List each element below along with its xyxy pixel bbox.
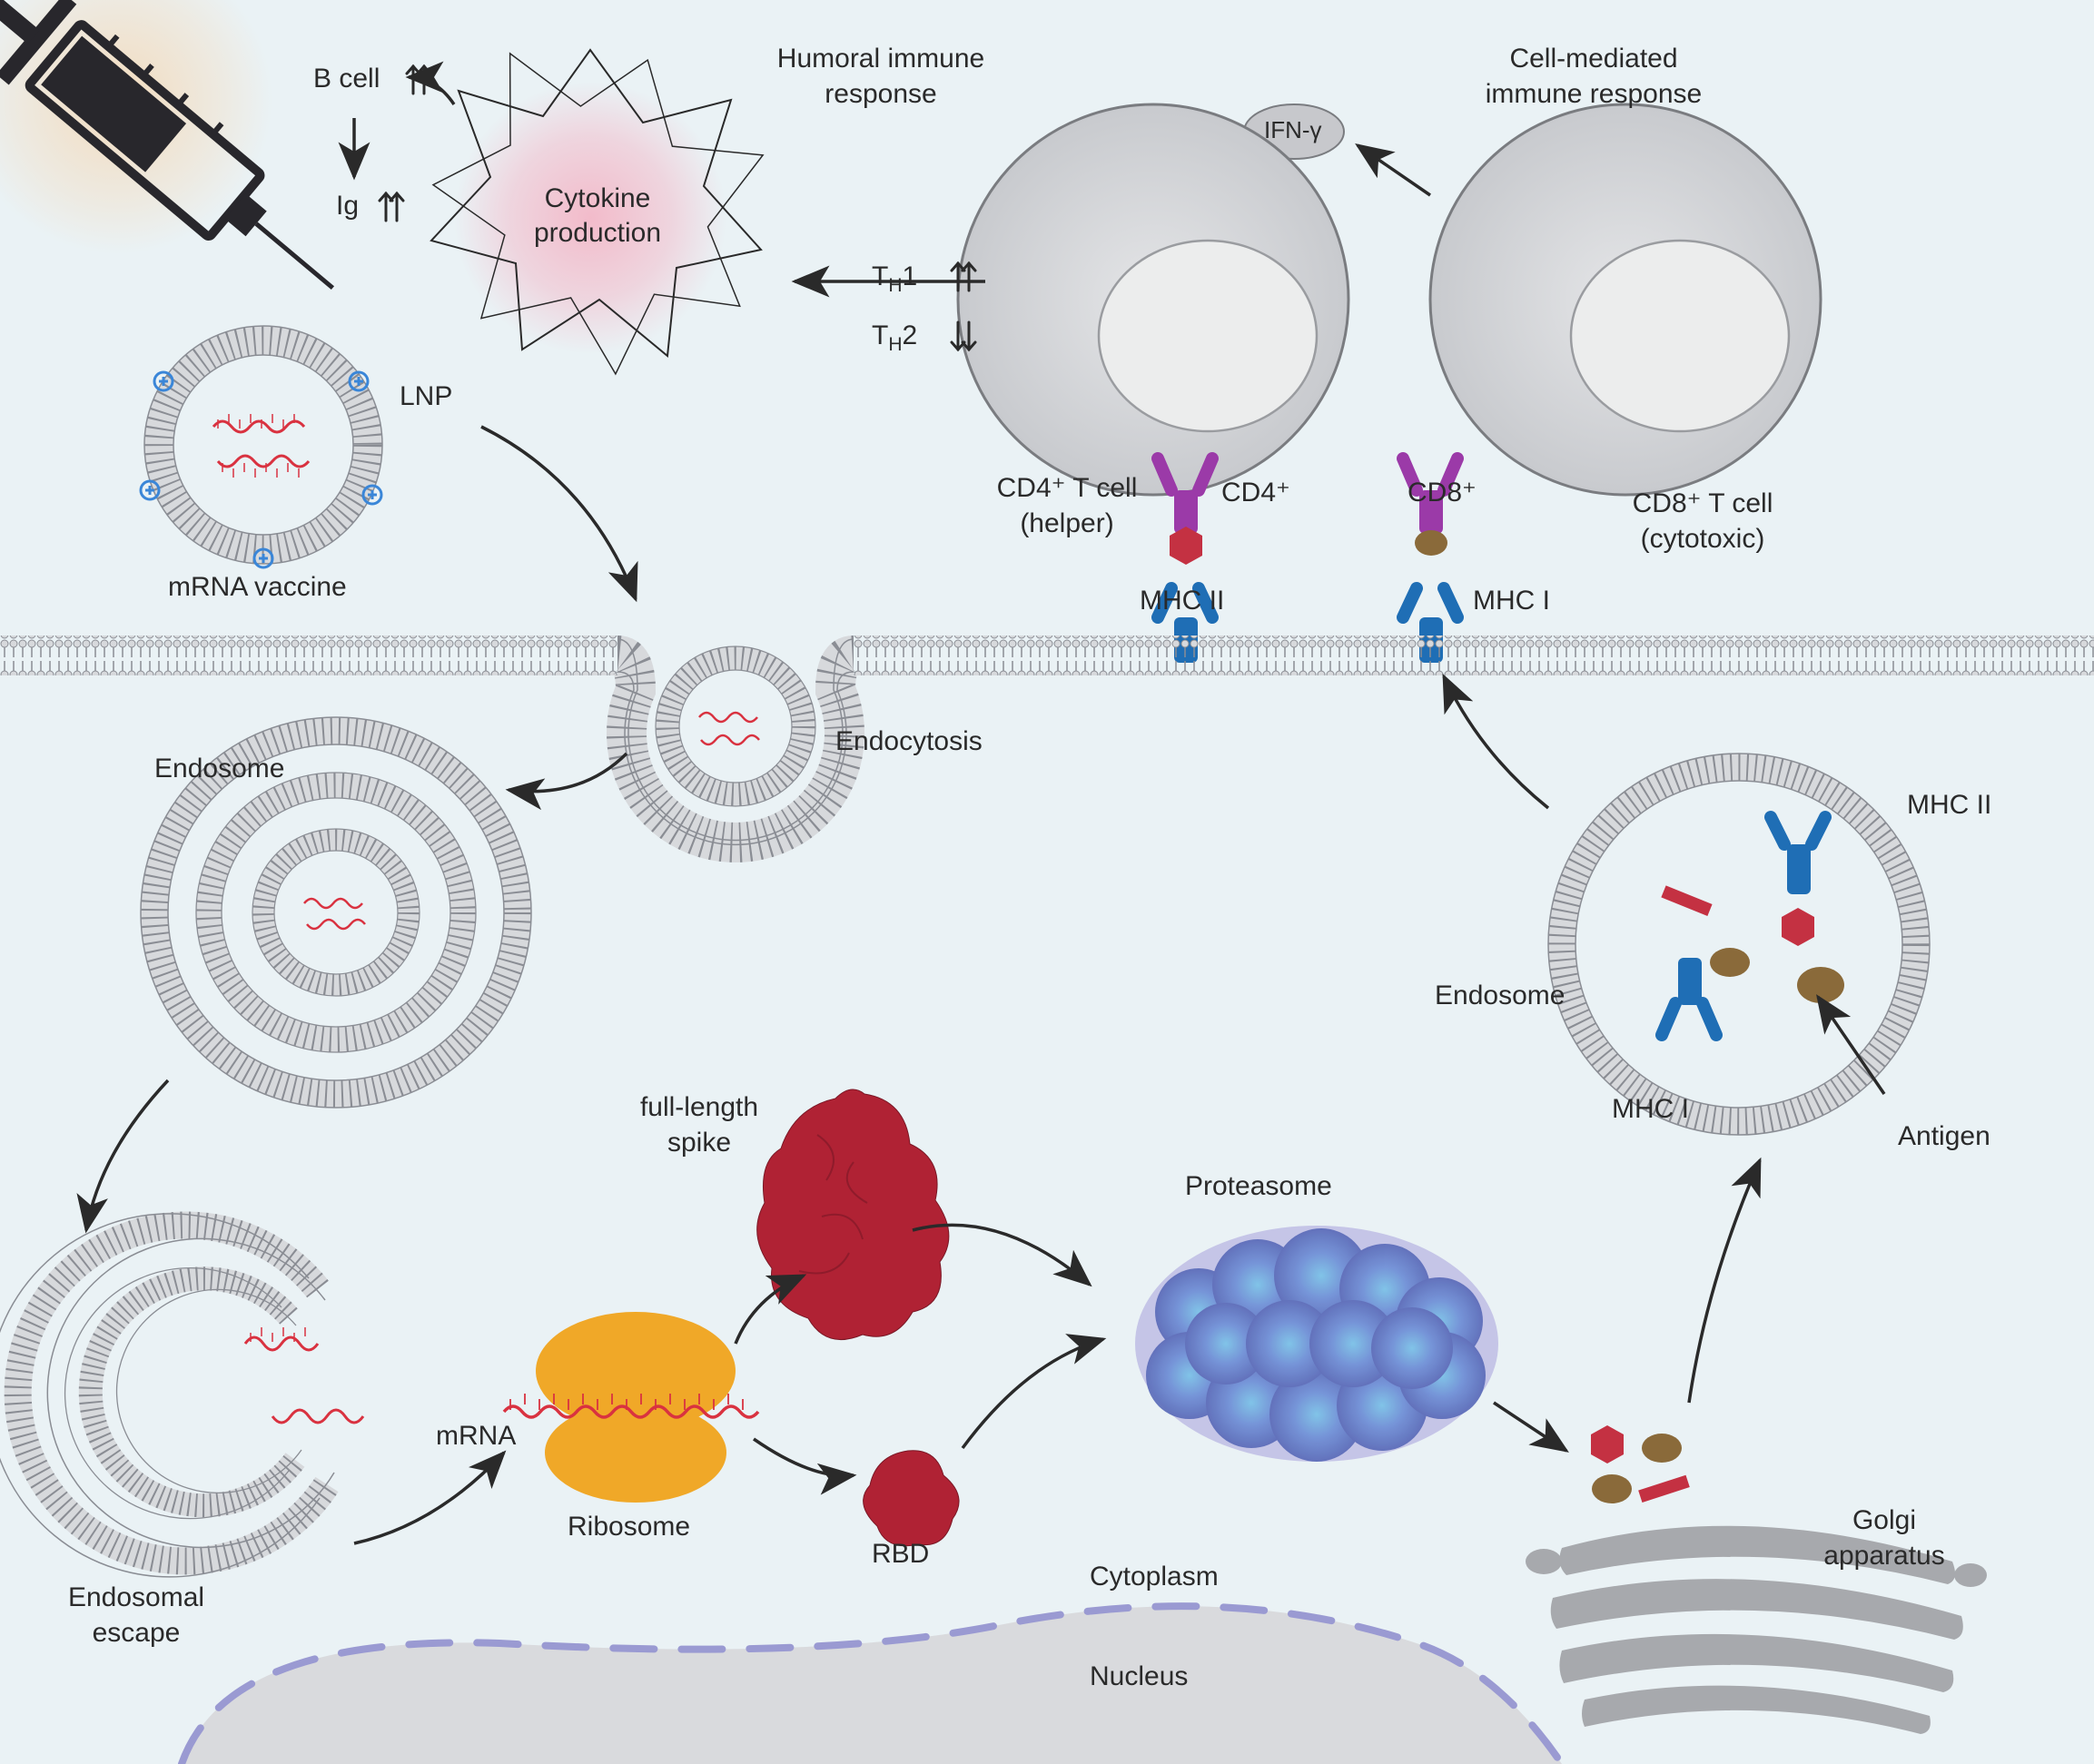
- cd4-t-cell: [958, 104, 1348, 495]
- lnp-vesicle: [141, 326, 382, 567]
- label-ifn: IFN-γ: [1264, 116, 1322, 144]
- label-nucleus: Nucleus: [1090, 1661, 1188, 1692]
- label-cd4: CD4⁺: [1221, 477, 1290, 508]
- label-cd8-cell: CD8⁺ T cell (cytotoxic): [1594, 486, 1812, 557]
- label-cd4-cell: CD4⁺ T cell (helper): [972, 470, 1162, 541]
- label-endosome: Endosome: [154, 754, 284, 784]
- endosomal-escape: [0, 1214, 363, 1577]
- label-ig: Ig: [336, 191, 359, 222]
- label-th1: TH1: [872, 261, 917, 297]
- nucleus: [182, 1606, 1562, 1764]
- label-rbd: RBD: [872, 1539, 929, 1570]
- label-mhc2b: MHC II: [1907, 790, 1991, 821]
- antigen-fragments: [1591, 1425, 1690, 1503]
- cd8-t-cell: [1430, 104, 1821, 495]
- label-mhc2: MHC II: [1140, 586, 1224, 616]
- label-endosome2: Endosome: [1435, 981, 1565, 1011]
- label-th2: TH2: [872, 320, 917, 356]
- label-mhc1b: MHC I: [1612, 1094, 1689, 1125]
- label-mhc1: MHC I: [1473, 586, 1550, 616]
- diagram-canvas: [0, 0, 2094, 1764]
- label-antigen: Antigen: [1898, 1121, 1990, 1152]
- label-cytokine: Cytokine production: [507, 182, 688, 250]
- rbd-protein: [864, 1451, 959, 1546]
- ribosome: [504, 1312, 758, 1503]
- spike-protein: [757, 1089, 949, 1340]
- label-humoral: Humoral immune response: [749, 41, 1012, 112]
- label-lnp: LNP: [400, 381, 452, 412]
- label-golgi: Golgi apparatus: [1789, 1503, 1980, 1573]
- label-mrna: mRNA: [436, 1421, 516, 1452]
- label-endosomal-escape: Endosomal escape: [45, 1580, 227, 1651]
- proteasome: [1135, 1226, 1498, 1462]
- endocytosis-vesicle: [656, 646, 815, 806]
- label-proteasome: Proteasome: [1185, 1171, 1332, 1202]
- label-cd8: CD8⁺: [1408, 477, 1477, 508]
- label-mrna-vaccine: mRNA vaccine: [168, 572, 347, 603]
- label-cytoplasm: Cytoplasm: [1090, 1562, 1219, 1592]
- label-cellmediated: Cell-mediated immune response: [1462, 41, 1725, 112]
- label-endocytosis: Endocytosis: [835, 726, 983, 757]
- label-bcell: B cell: [313, 64, 380, 94]
- label-ribosome: Ribosome: [568, 1512, 690, 1542]
- label-spike: full-length spike: [613, 1089, 785, 1160]
